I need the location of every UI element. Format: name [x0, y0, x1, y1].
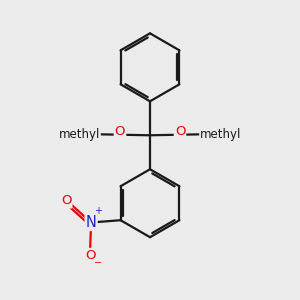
Text: −: −: [94, 258, 102, 268]
Text: O: O: [115, 125, 125, 138]
Text: N: N: [86, 215, 97, 230]
Text: +: +: [94, 206, 102, 216]
Text: methyl: methyl: [58, 128, 100, 141]
Text: O: O: [85, 249, 95, 262]
Text: methyl: methyl: [200, 128, 242, 141]
Text: O: O: [61, 194, 71, 208]
Text: O: O: [175, 125, 185, 138]
